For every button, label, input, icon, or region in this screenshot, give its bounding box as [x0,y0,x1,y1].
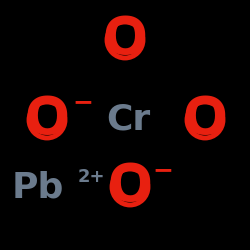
Text: O: O [24,94,70,146]
Text: −: − [72,90,93,114]
Text: O: O [182,94,228,146]
Text: 2+: 2+ [78,168,106,186]
Text: O: O [102,14,148,66]
Text: O: O [108,161,152,213]
Text: −: − [152,158,173,182]
Text: Cr: Cr [106,103,150,137]
Text: Pb: Pb [12,170,64,204]
